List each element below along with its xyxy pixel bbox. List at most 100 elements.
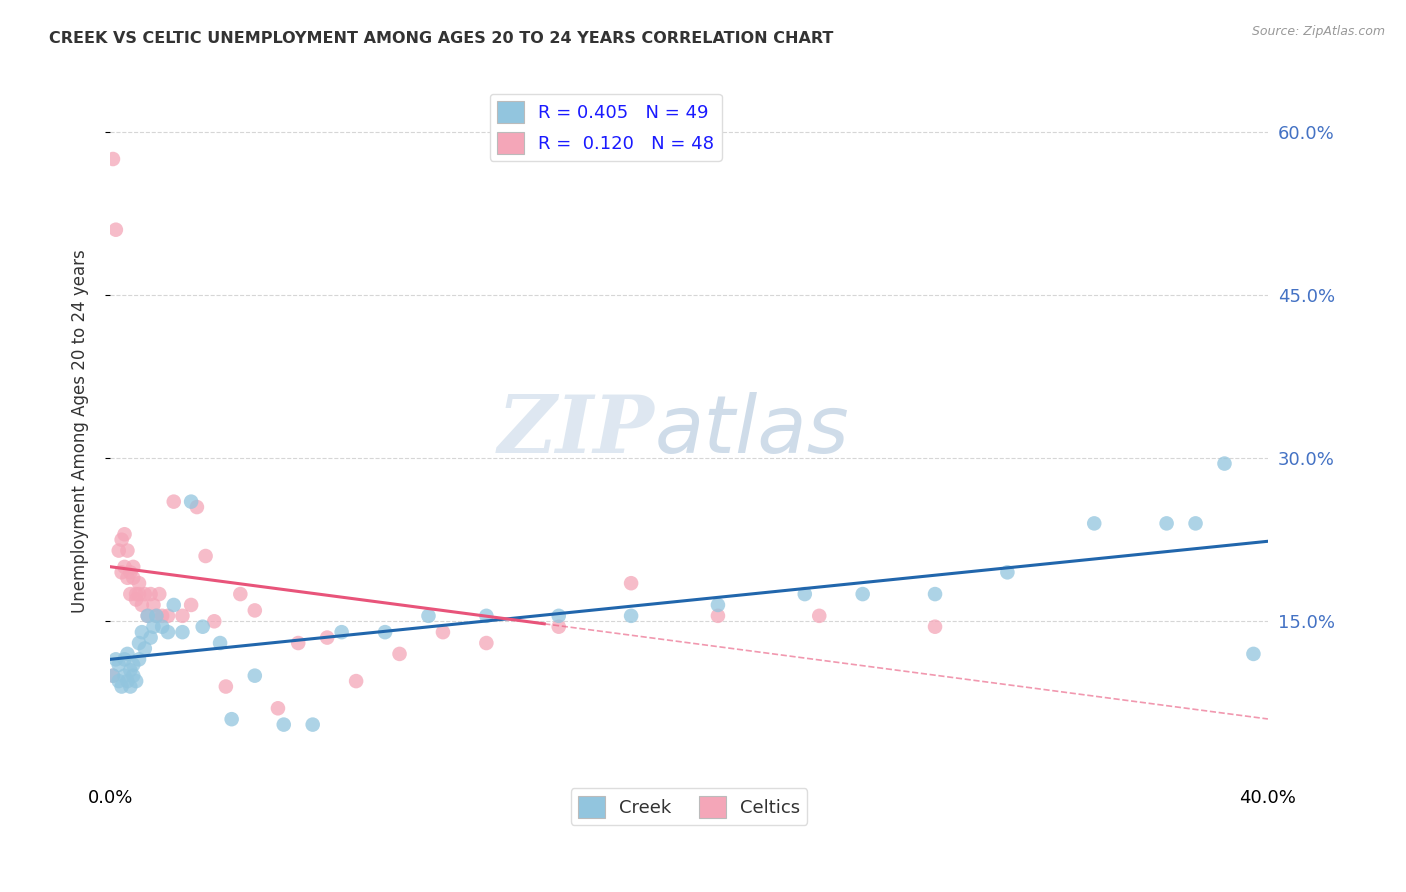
Point bbox=[117, 674, 139, 689]
Point bbox=[707, 598, 730, 612]
Point bbox=[107, 657, 129, 672]
Point bbox=[150, 620, 173, 634]
Point bbox=[180, 494, 202, 508]
Point bbox=[145, 608, 167, 623]
Point bbox=[122, 657, 145, 672]
Point bbox=[215, 680, 238, 694]
Point bbox=[243, 668, 266, 682]
Point bbox=[117, 571, 139, 585]
Point bbox=[1213, 457, 1236, 471]
Point bbox=[114, 560, 136, 574]
Point bbox=[117, 543, 139, 558]
Point bbox=[101, 152, 124, 166]
Point bbox=[432, 625, 454, 640]
Point bbox=[114, 527, 136, 541]
Point bbox=[107, 674, 129, 689]
Point bbox=[134, 587, 156, 601]
Point bbox=[142, 620, 165, 634]
Point bbox=[1156, 516, 1178, 531]
Point bbox=[924, 620, 946, 634]
Point bbox=[128, 587, 150, 601]
Point bbox=[150, 608, 173, 623]
Point bbox=[117, 647, 139, 661]
Point bbox=[136, 608, 159, 623]
Point bbox=[122, 571, 145, 585]
Y-axis label: Unemployment Among Ages 20 to 24 years: Unemployment Among Ages 20 to 24 years bbox=[72, 249, 89, 613]
Point bbox=[475, 608, 498, 623]
Point bbox=[374, 625, 396, 640]
Point bbox=[475, 636, 498, 650]
Point bbox=[139, 587, 162, 601]
Point bbox=[273, 717, 295, 731]
Legend: Creek, Celtics: Creek, Celtics bbox=[571, 789, 807, 825]
Point bbox=[852, 587, 875, 601]
Point bbox=[344, 674, 367, 689]
Point bbox=[620, 608, 643, 623]
Point bbox=[120, 663, 142, 677]
Point bbox=[156, 608, 179, 623]
Point bbox=[707, 608, 730, 623]
Point bbox=[120, 566, 142, 580]
Point bbox=[418, 608, 440, 623]
Text: atlas: atlas bbox=[654, 392, 849, 470]
Point bbox=[1184, 516, 1206, 531]
Point bbox=[148, 587, 170, 601]
Point bbox=[111, 566, 134, 580]
Point bbox=[1241, 647, 1264, 661]
Point bbox=[202, 614, 225, 628]
Point bbox=[131, 625, 153, 640]
Point bbox=[180, 598, 202, 612]
Point bbox=[131, 598, 153, 612]
Point bbox=[172, 608, 194, 623]
Point bbox=[221, 712, 243, 726]
Point bbox=[209, 636, 232, 650]
Point bbox=[793, 587, 815, 601]
Point bbox=[924, 587, 946, 601]
Point bbox=[163, 494, 186, 508]
Point bbox=[101, 668, 124, 682]
Point bbox=[156, 625, 179, 640]
Point bbox=[111, 533, 134, 547]
Point bbox=[547, 620, 569, 634]
Point bbox=[107, 543, 129, 558]
Point bbox=[101, 668, 124, 682]
Point bbox=[330, 625, 353, 640]
Point bbox=[136, 608, 159, 623]
Point bbox=[301, 717, 323, 731]
Point bbox=[114, 652, 136, 666]
Point bbox=[547, 608, 569, 623]
Point bbox=[114, 668, 136, 682]
Point bbox=[120, 587, 142, 601]
Point bbox=[128, 652, 150, 666]
Point bbox=[191, 620, 214, 634]
Point bbox=[104, 223, 127, 237]
Point bbox=[808, 608, 831, 623]
Point bbox=[243, 603, 266, 617]
Point bbox=[120, 680, 142, 694]
Point bbox=[267, 701, 290, 715]
Point bbox=[125, 587, 148, 601]
Point bbox=[134, 641, 156, 656]
Point bbox=[128, 576, 150, 591]
Point bbox=[122, 668, 145, 682]
Point bbox=[104, 652, 127, 666]
Point bbox=[995, 566, 1018, 580]
Point bbox=[125, 592, 148, 607]
Text: ZIP: ZIP bbox=[498, 392, 654, 470]
Point bbox=[128, 636, 150, 650]
Point bbox=[316, 631, 339, 645]
Point bbox=[122, 560, 145, 574]
Point bbox=[287, 636, 309, 650]
Point bbox=[229, 587, 252, 601]
Point bbox=[620, 576, 643, 591]
Text: CREEK VS CELTIC UNEMPLOYMENT AMONG AGES 20 TO 24 YEARS CORRELATION CHART: CREEK VS CELTIC UNEMPLOYMENT AMONG AGES … bbox=[49, 31, 834, 46]
Point bbox=[139, 631, 162, 645]
Point bbox=[388, 647, 411, 661]
Point bbox=[163, 598, 186, 612]
Point bbox=[1083, 516, 1105, 531]
Point bbox=[125, 674, 148, 689]
Point bbox=[186, 500, 208, 514]
Point bbox=[142, 598, 165, 612]
Point bbox=[111, 680, 134, 694]
Point bbox=[194, 549, 217, 563]
